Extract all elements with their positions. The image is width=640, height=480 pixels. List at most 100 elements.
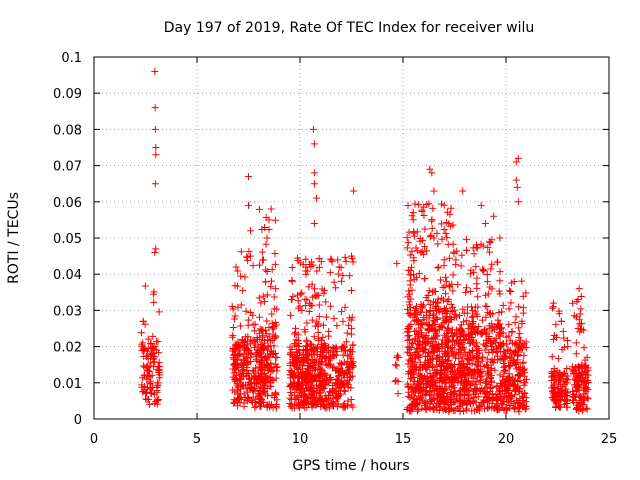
x-axis-label: GPS time / hours <box>292 458 409 474</box>
data-point <box>426 369 434 377</box>
data-point <box>419 236 427 244</box>
data-point <box>442 229 450 237</box>
data-point <box>446 210 454 218</box>
data-point <box>468 319 476 327</box>
data-point <box>428 169 436 177</box>
data-point <box>229 373 237 381</box>
data-point <box>420 314 428 322</box>
data-point <box>256 261 264 269</box>
data-point <box>410 328 418 336</box>
data-point <box>421 243 429 251</box>
data-point <box>433 306 441 314</box>
data-point <box>325 391 333 399</box>
data-point <box>469 318 477 326</box>
data-point <box>405 287 413 295</box>
data-point <box>323 396 331 404</box>
data-point <box>244 316 252 324</box>
data-point <box>581 390 589 398</box>
data-point <box>445 318 453 326</box>
data-point <box>412 302 420 310</box>
data-point <box>439 392 447 400</box>
data-point <box>441 348 449 356</box>
data-point <box>548 353 556 361</box>
data-point <box>474 293 482 301</box>
data-point <box>308 316 316 324</box>
data-point <box>245 172 252 180</box>
y-tick-label: 0.02 <box>53 341 82 356</box>
data-point <box>573 405 581 413</box>
data-point <box>462 406 470 414</box>
data-point <box>294 297 302 305</box>
data-point <box>270 305 278 313</box>
data-point <box>584 371 592 379</box>
data-point <box>391 377 399 385</box>
data-point <box>436 305 444 313</box>
data-point <box>288 404 296 412</box>
data-point <box>432 303 440 311</box>
data-point <box>508 328 516 336</box>
data-point <box>550 371 558 379</box>
data-point <box>429 204 437 212</box>
data-point <box>346 350 354 358</box>
data-point <box>504 375 512 383</box>
data-point <box>338 277 346 285</box>
data-point <box>340 343 348 351</box>
data-point <box>483 397 491 405</box>
data-point <box>417 324 425 332</box>
data-point <box>425 200 433 208</box>
data-point <box>435 353 443 361</box>
data-point <box>230 351 238 359</box>
data-point <box>416 337 424 345</box>
data-point <box>139 388 147 396</box>
data-point <box>490 336 498 344</box>
data-point <box>296 379 304 387</box>
data-point <box>467 266 475 274</box>
data-point <box>473 355 481 363</box>
data-point <box>438 200 446 208</box>
data-point <box>296 259 304 267</box>
data-point <box>451 373 459 381</box>
data-point <box>438 367 446 375</box>
data-point <box>428 216 436 224</box>
data-point <box>475 358 483 366</box>
data-point <box>305 391 313 399</box>
data-point <box>404 382 412 390</box>
data-point <box>346 272 354 280</box>
data-point <box>428 348 436 356</box>
data-point <box>459 398 467 406</box>
data-point <box>262 372 270 380</box>
data-point <box>315 301 323 309</box>
data-point <box>305 307 313 315</box>
data-point <box>555 307 563 315</box>
data-point <box>446 376 454 384</box>
data-point <box>292 354 300 362</box>
data-point <box>494 405 502 413</box>
data-point <box>483 355 491 363</box>
data-point <box>420 203 428 211</box>
data-point <box>289 292 297 300</box>
data-point <box>506 347 514 355</box>
data-point <box>421 362 429 370</box>
data-point <box>411 377 419 385</box>
data-point <box>333 345 341 353</box>
data-point <box>341 387 349 395</box>
data-point <box>461 349 469 357</box>
data-point <box>511 340 519 348</box>
data-point <box>272 374 280 382</box>
data-point <box>442 290 450 298</box>
data-point <box>242 307 250 315</box>
data-point <box>458 401 466 409</box>
data-point <box>322 348 330 356</box>
data-point <box>456 407 464 415</box>
data-point <box>272 285 280 293</box>
data-point <box>460 360 468 368</box>
data-point <box>462 288 470 296</box>
data-point <box>321 404 329 412</box>
data-point <box>439 314 447 322</box>
data-point <box>449 271 457 279</box>
data-point <box>515 339 523 347</box>
data-point <box>428 224 436 232</box>
data-point <box>413 407 421 415</box>
data-point <box>259 256 267 264</box>
data-point <box>139 317 147 325</box>
